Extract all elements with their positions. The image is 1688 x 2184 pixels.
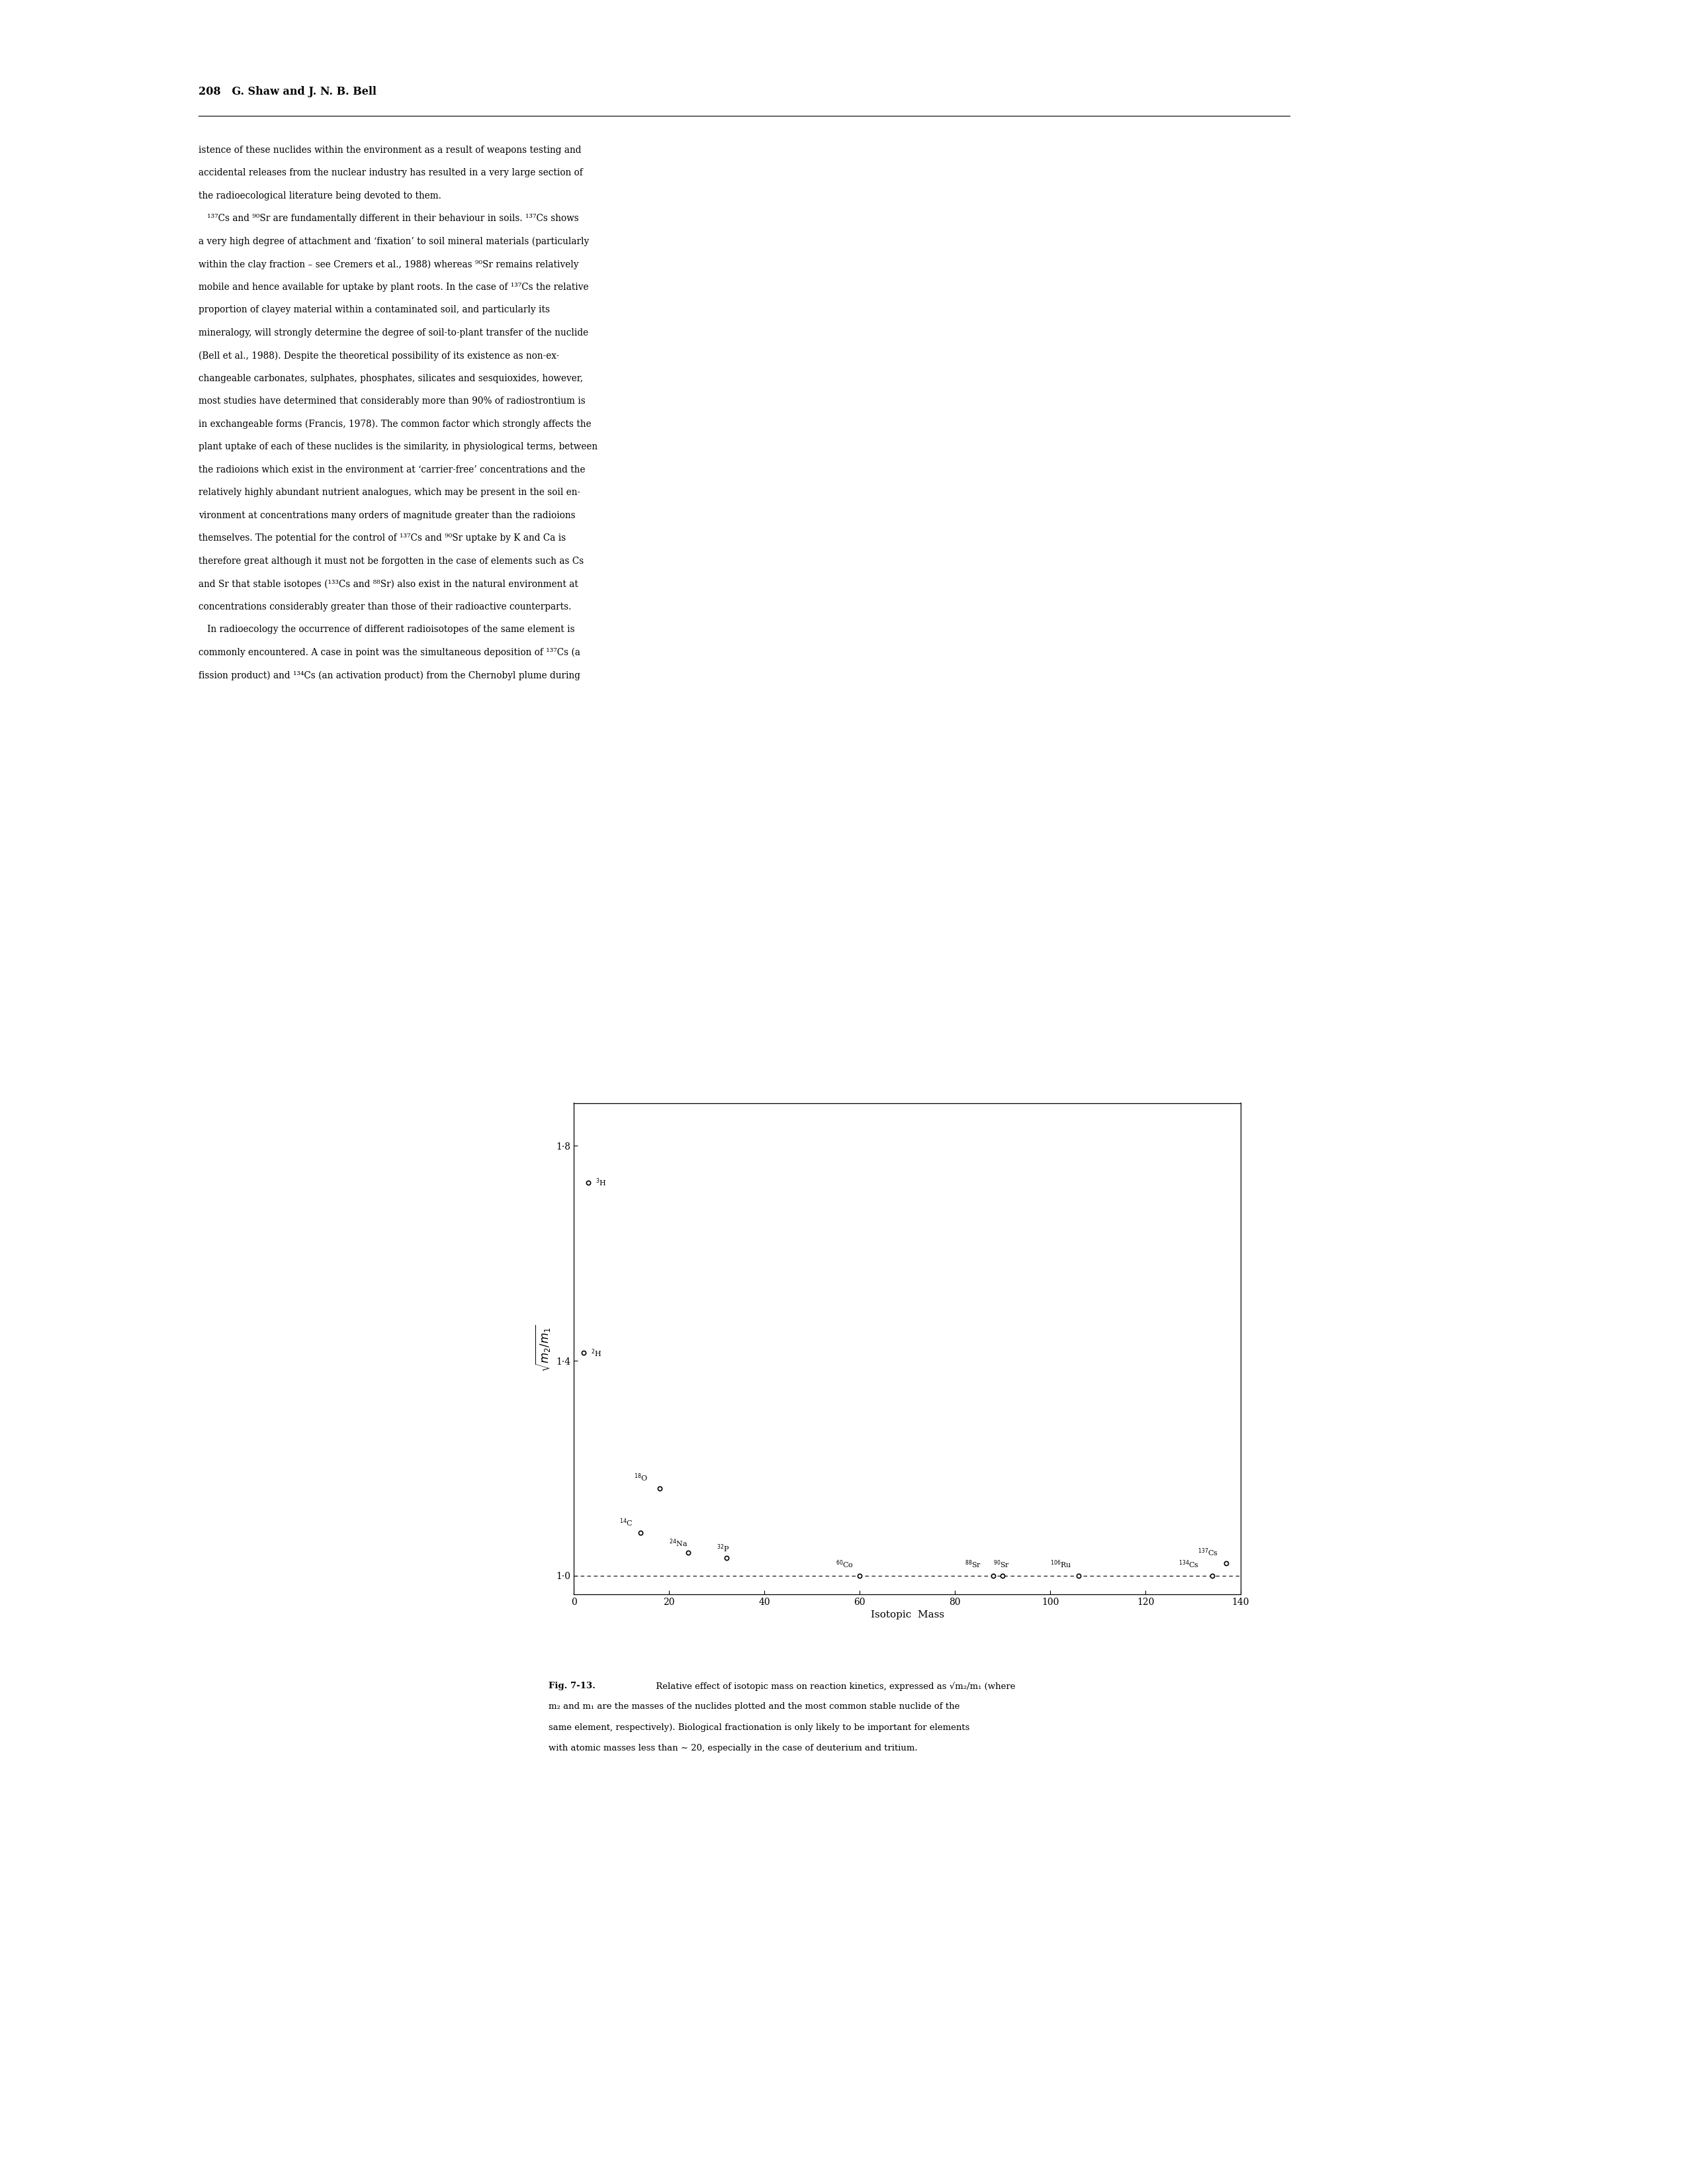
Text: concentrations considerably greater than those of their radioactive counterparts: concentrations considerably greater than… xyxy=(199,603,571,612)
Text: fission product) and ¹³⁴Cs (an activation product) from the Chernobyl plume duri: fission product) and ¹³⁴Cs (an activatio… xyxy=(199,670,581,679)
Text: $^{18}$O: $^{18}$O xyxy=(635,1472,648,1483)
Text: $^{90}$Sr: $^{90}$Sr xyxy=(993,1559,1009,1570)
Text: $^{24}$Na: $^{24}$Na xyxy=(668,1538,689,1548)
Text: $^{88}$Sr: $^{88}$Sr xyxy=(964,1559,981,1570)
Text: $^{106}$Ru: $^{106}$Ru xyxy=(1050,1559,1072,1570)
Text: themselves. The potential for the control of ¹³⁷Cs and ⁹⁰Sr uptake by K and Ca i: themselves. The potential for the contro… xyxy=(199,533,565,544)
Text: 208   G. Shaw and J. N. B. Bell: 208 G. Shaw and J. N. B. Bell xyxy=(199,85,376,98)
Text: Fig. 7-13.: Fig. 7-13. xyxy=(549,1682,596,1690)
Text: (Bell et al., 1988). Despite the theoretical possibility of its existence as non: (Bell et al., 1988). Despite the theoret… xyxy=(199,352,559,360)
Y-axis label: $\sqrt{m_2/m_1}$: $\sqrt{m_2/m_1}$ xyxy=(535,1326,552,1372)
Text: vironment at concentrations many orders of magnitude greater than the radioions: vironment at concentrations many orders … xyxy=(199,511,576,520)
Text: proportion of clayey material within a contaminated soil, and particularly its: proportion of clayey material within a c… xyxy=(199,306,550,314)
Text: in exchangeable forms (Francis, 1978). The common factor which strongly affects : in exchangeable forms (Francis, 1978). T… xyxy=(199,419,591,428)
Text: and Sr that stable isotopes (¹³³Cs and ⁸⁸Sr) also exist in the natural environme: and Sr that stable isotopes (¹³³Cs and ⁸… xyxy=(199,579,579,590)
Text: changeable carbonates, sulphates, phosphates, silicates and sesquioxides, howeve: changeable carbonates, sulphates, phosph… xyxy=(199,373,582,382)
Text: $^2$H: $^2$H xyxy=(591,1348,601,1358)
Text: most studies have determined that considerably more than 90% of radiostrontium i: most studies have determined that consid… xyxy=(199,397,586,406)
Text: $^{14}$C: $^{14}$C xyxy=(619,1518,633,1529)
Text: mineralogy, will strongly determine the degree of soil-to-plant transfer of the : mineralogy, will strongly determine the … xyxy=(199,328,589,339)
Text: m₂ and m₁ are the masses of the nuclides plotted and the most common stable nucl: m₂ and m₁ are the masses of the nuclides… xyxy=(549,1704,960,1710)
Text: istence of these nuclides within the environment as a result of weapons testing : istence of these nuclides within the env… xyxy=(199,146,581,155)
Text: same element, respectively). Biological fractionation is only likely to be impor: same element, respectively). Biological … xyxy=(549,1723,969,1732)
Text: $^{134}$Cs: $^{134}$Cs xyxy=(1178,1559,1198,1570)
Text: $^3$H: $^3$H xyxy=(596,1177,606,1188)
Text: the radioions which exist in the environment at ‘carrier-free’ concentrations an: the radioions which exist in the environ… xyxy=(199,465,586,474)
Text: a very high degree of attachment and ‘fixation’ to soil mineral materials (parti: a very high degree of attachment and ‘fi… xyxy=(199,236,589,247)
Text: $^{60}$Co: $^{60}$Co xyxy=(836,1559,854,1570)
Text: plant uptake of each of these nuclides is the similarity, in physiological terms: plant uptake of each of these nuclides i… xyxy=(199,443,598,452)
Text: within the clay fraction – see Cremers et al., 1988) whereas ⁹⁰Sr remains relati: within the clay fraction – see Cremers e… xyxy=(199,260,579,269)
Text: the radioecological literature being devoted to them.: the radioecological literature being dev… xyxy=(199,192,441,201)
Text: with atomic masses less than ∼ 20, especially in the case of deuterium and triti: with atomic masses less than ∼ 20, espec… xyxy=(549,1743,918,1752)
Text: $^{32}$P: $^{32}$P xyxy=(717,1544,729,1555)
Text: In radioecology the occurrence of different radioisotopes of the same element is: In radioecology the occurrence of differ… xyxy=(199,625,576,633)
Text: accidental releases from the nuclear industry has resulted in a very large secti: accidental releases from the nuclear ind… xyxy=(199,168,582,177)
Text: Relative effect of isotopic mass on reaction kinetics, expressed as √m₂/m₁ (wher: Relative effect of isotopic mass on reac… xyxy=(653,1682,1016,1690)
Text: relatively highly abundant nutrient analogues, which may be present in the soil : relatively highly abundant nutrient anal… xyxy=(199,487,581,498)
X-axis label: Isotopic  Mass: Isotopic Mass xyxy=(871,1610,944,1621)
Text: mobile and hence available for uptake by plant roots. In the case of ¹³⁷Cs the r: mobile and hence available for uptake by… xyxy=(199,282,589,293)
Text: $^{137}$Cs: $^{137}$Cs xyxy=(1198,1546,1219,1557)
Text: therefore great although it must not be forgotten in the case of elements such a: therefore great although it must not be … xyxy=(199,557,584,566)
Text: ¹³⁷Cs and ⁹⁰Sr are fundamentally different in their behaviour in soils. ¹³⁷Cs sh: ¹³⁷Cs and ⁹⁰Sr are fundamentally differe… xyxy=(199,214,579,223)
Text: commonly encountered. A case in point was the simultaneous deposition of ¹³⁷Cs (: commonly encountered. A case in point wa… xyxy=(199,649,581,657)
